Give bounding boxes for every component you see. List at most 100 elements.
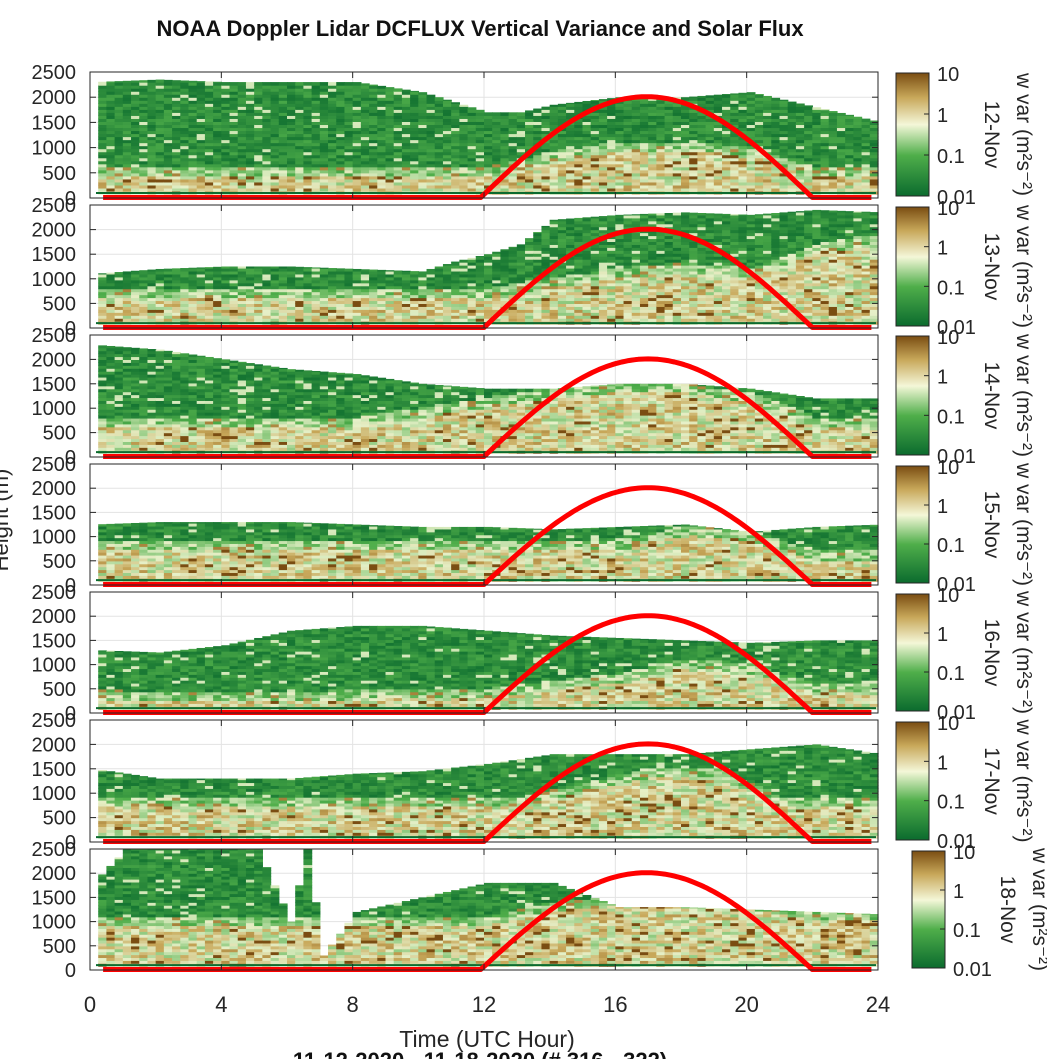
heatmap-cell [229, 309, 239, 313]
heatmap-cell [245, 124, 255, 129]
heatmap-cell [639, 181, 649, 186]
heatmap-cell [730, 103, 740, 107]
heatmap-cell [672, 178, 682, 183]
heatmap-cell [795, 178, 805, 183]
heatmap-cell [385, 175, 395, 180]
heatmap-cell [541, 106, 551, 110]
heatmap-cell [828, 178, 838, 183]
heatmap-cell [319, 145, 329, 150]
heatmap-cell [98, 145, 108, 150]
heatmap-cell [278, 145, 288, 150]
heatmap-cell [131, 109, 140, 113]
heatmap-cell [336, 109, 346, 113]
heatmap-cell [188, 187, 198, 192]
heatmap-cell [451, 312, 460, 316]
heatmap-cell [385, 270, 395, 275]
heatmap-cell [836, 112, 846, 116]
heatmap-cell [442, 291, 452, 296]
heatmap-cell [278, 318, 288, 322]
heatmap-cell [459, 160, 469, 165]
heatmap-cell [836, 142, 846, 147]
heatmap-cell [377, 109, 387, 113]
heatmap-cell [442, 157, 452, 162]
heatmap-cell [722, 97, 731, 101]
heatmap-cell [155, 291, 165, 296]
heatmap-cell [245, 100, 255, 104]
heatmap-cell [442, 160, 452, 165]
heatmap-cell [623, 124, 633, 129]
y-tick-label: 1000 [32, 138, 77, 160]
heatmap-cell [525, 250, 534, 254]
heatmap-cell [434, 127, 444, 132]
heatmap-cell [237, 181, 247, 186]
heatmap-cell [410, 279, 419, 284]
heatmap-cell [434, 163, 444, 168]
heatmap-cell [188, 154, 198, 159]
heatmap-cell [139, 142, 149, 147]
heatmap-cell [582, 160, 592, 165]
heatmap-cell [237, 297, 247, 302]
heatmap-cell [533, 288, 543, 293]
heatmap-cell [631, 115, 641, 119]
heatmap-cell [820, 145, 830, 150]
heatmap-cell [401, 124, 411, 129]
heatmap-cell [106, 276, 116, 281]
heatmap-cell [245, 154, 255, 159]
heatmap-cell [484, 270, 493, 275]
heatmap-cell [754, 172, 764, 177]
heatmap-cell [319, 172, 329, 177]
heatmap-cell [434, 266, 444, 269]
heatmap-cell [484, 142, 493, 147]
heatmap-cell [122, 142, 132, 147]
heatmap-cell [360, 118, 370, 122]
heatmap-cell [204, 118, 214, 122]
heatmap-cell [319, 97, 329, 101]
heatmap-cell [451, 130, 460, 135]
heatmap-cell [401, 115, 411, 119]
heatmap-cell [147, 273, 157, 278]
heatmap-cell [582, 217, 592, 219]
heatmap-cell [631, 100, 641, 104]
heatmap-cell [245, 118, 255, 122]
heatmap-cell [385, 288, 395, 293]
heatmap-cell [533, 270, 543, 275]
heatmap-cell [393, 106, 403, 110]
heatmap-cell [754, 187, 764, 192]
heatmap-cell [98, 300, 108, 304]
heatmap-cell [434, 172, 444, 177]
heatmap-cell [262, 145, 272, 150]
heatmap-cell [344, 303, 354, 307]
heatmap-cell [377, 309, 387, 313]
heatmap-cell [295, 270, 305, 275]
heatmap-cell [812, 124, 822, 129]
heatmap-cell [328, 270, 337, 275]
heatmap-cell [631, 103, 641, 107]
heatmap-cell [311, 91, 321, 95]
heatmap-cell [172, 282, 181, 287]
heatmap-cell [590, 100, 600, 104]
heatmap-cell [574, 151, 584, 156]
heatmap-cell [393, 121, 403, 126]
heatmap-cell [196, 88, 206, 92]
heatmap-cell [196, 288, 206, 293]
heatmap-cell [369, 279, 378, 284]
heatmap-cell [336, 318, 346, 322]
heatmap-cell [229, 181, 239, 186]
heatmap-cell [713, 109, 723, 113]
heatmap-cell [845, 151, 854, 156]
heatmap-cell [303, 181, 313, 186]
heatmap-cell [254, 184, 263, 189]
heatmap-cell [377, 303, 387, 307]
heatmap-cell [664, 130, 674, 135]
heatmap-cell [229, 91, 239, 95]
heatmap-cell [328, 145, 337, 150]
heatmap-cell [836, 118, 846, 122]
heatmap-cell [836, 169, 846, 174]
heatmap-cell [221, 142, 231, 147]
heatmap-cell [746, 151, 756, 156]
heatmap-cell [467, 115, 477, 119]
heatmap-cell [795, 133, 805, 138]
heatmap-cell [508, 121, 518, 126]
heatmap-cell [549, 112, 559, 116]
heatmap-cell [131, 294, 140, 299]
